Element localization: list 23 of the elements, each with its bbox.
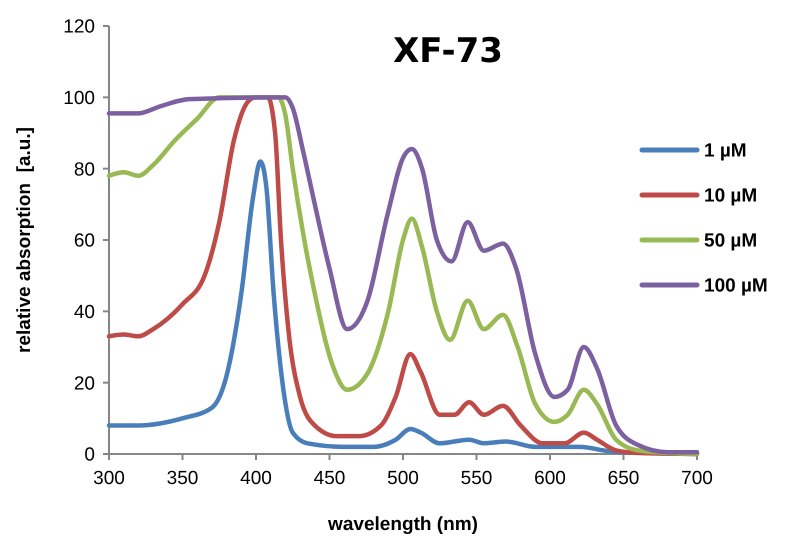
y-tick-label: 0 [84,444,95,466]
x-tick-label: 400 [240,468,272,489]
legend-label: 50 µM [704,230,758,252]
x-tick-label: 300 [93,468,125,489]
legend-label: 100 µM [704,276,768,297]
x-tick-label: 650 [608,468,640,489]
chart-title: XF-73 [393,31,503,71]
y-tick-label: 20 [74,373,95,394]
y-tick-label: 100 [63,88,95,109]
x-tick-label: 350 [166,468,198,489]
y-tick-label: 60 [74,230,95,252]
x-tick-label: 500 [387,468,419,489]
x-tick-label: 600 [534,468,566,489]
x-tick-label: 450 [314,468,346,489]
x-tick-label: 700 [681,468,713,489]
y-axis-title: relative absorption [a.u.] [14,127,35,353]
y-tick-label: 120 [63,16,95,38]
y-tick-label: 80 [74,159,95,180]
legend-label: 1 µM [704,140,747,162]
legend-label: 10 µM [704,186,758,207]
y-tick-label: 40 [74,302,95,323]
x-tick-label: 550 [460,468,492,489]
x-axis-title: wavelength (nm) [327,514,478,535]
